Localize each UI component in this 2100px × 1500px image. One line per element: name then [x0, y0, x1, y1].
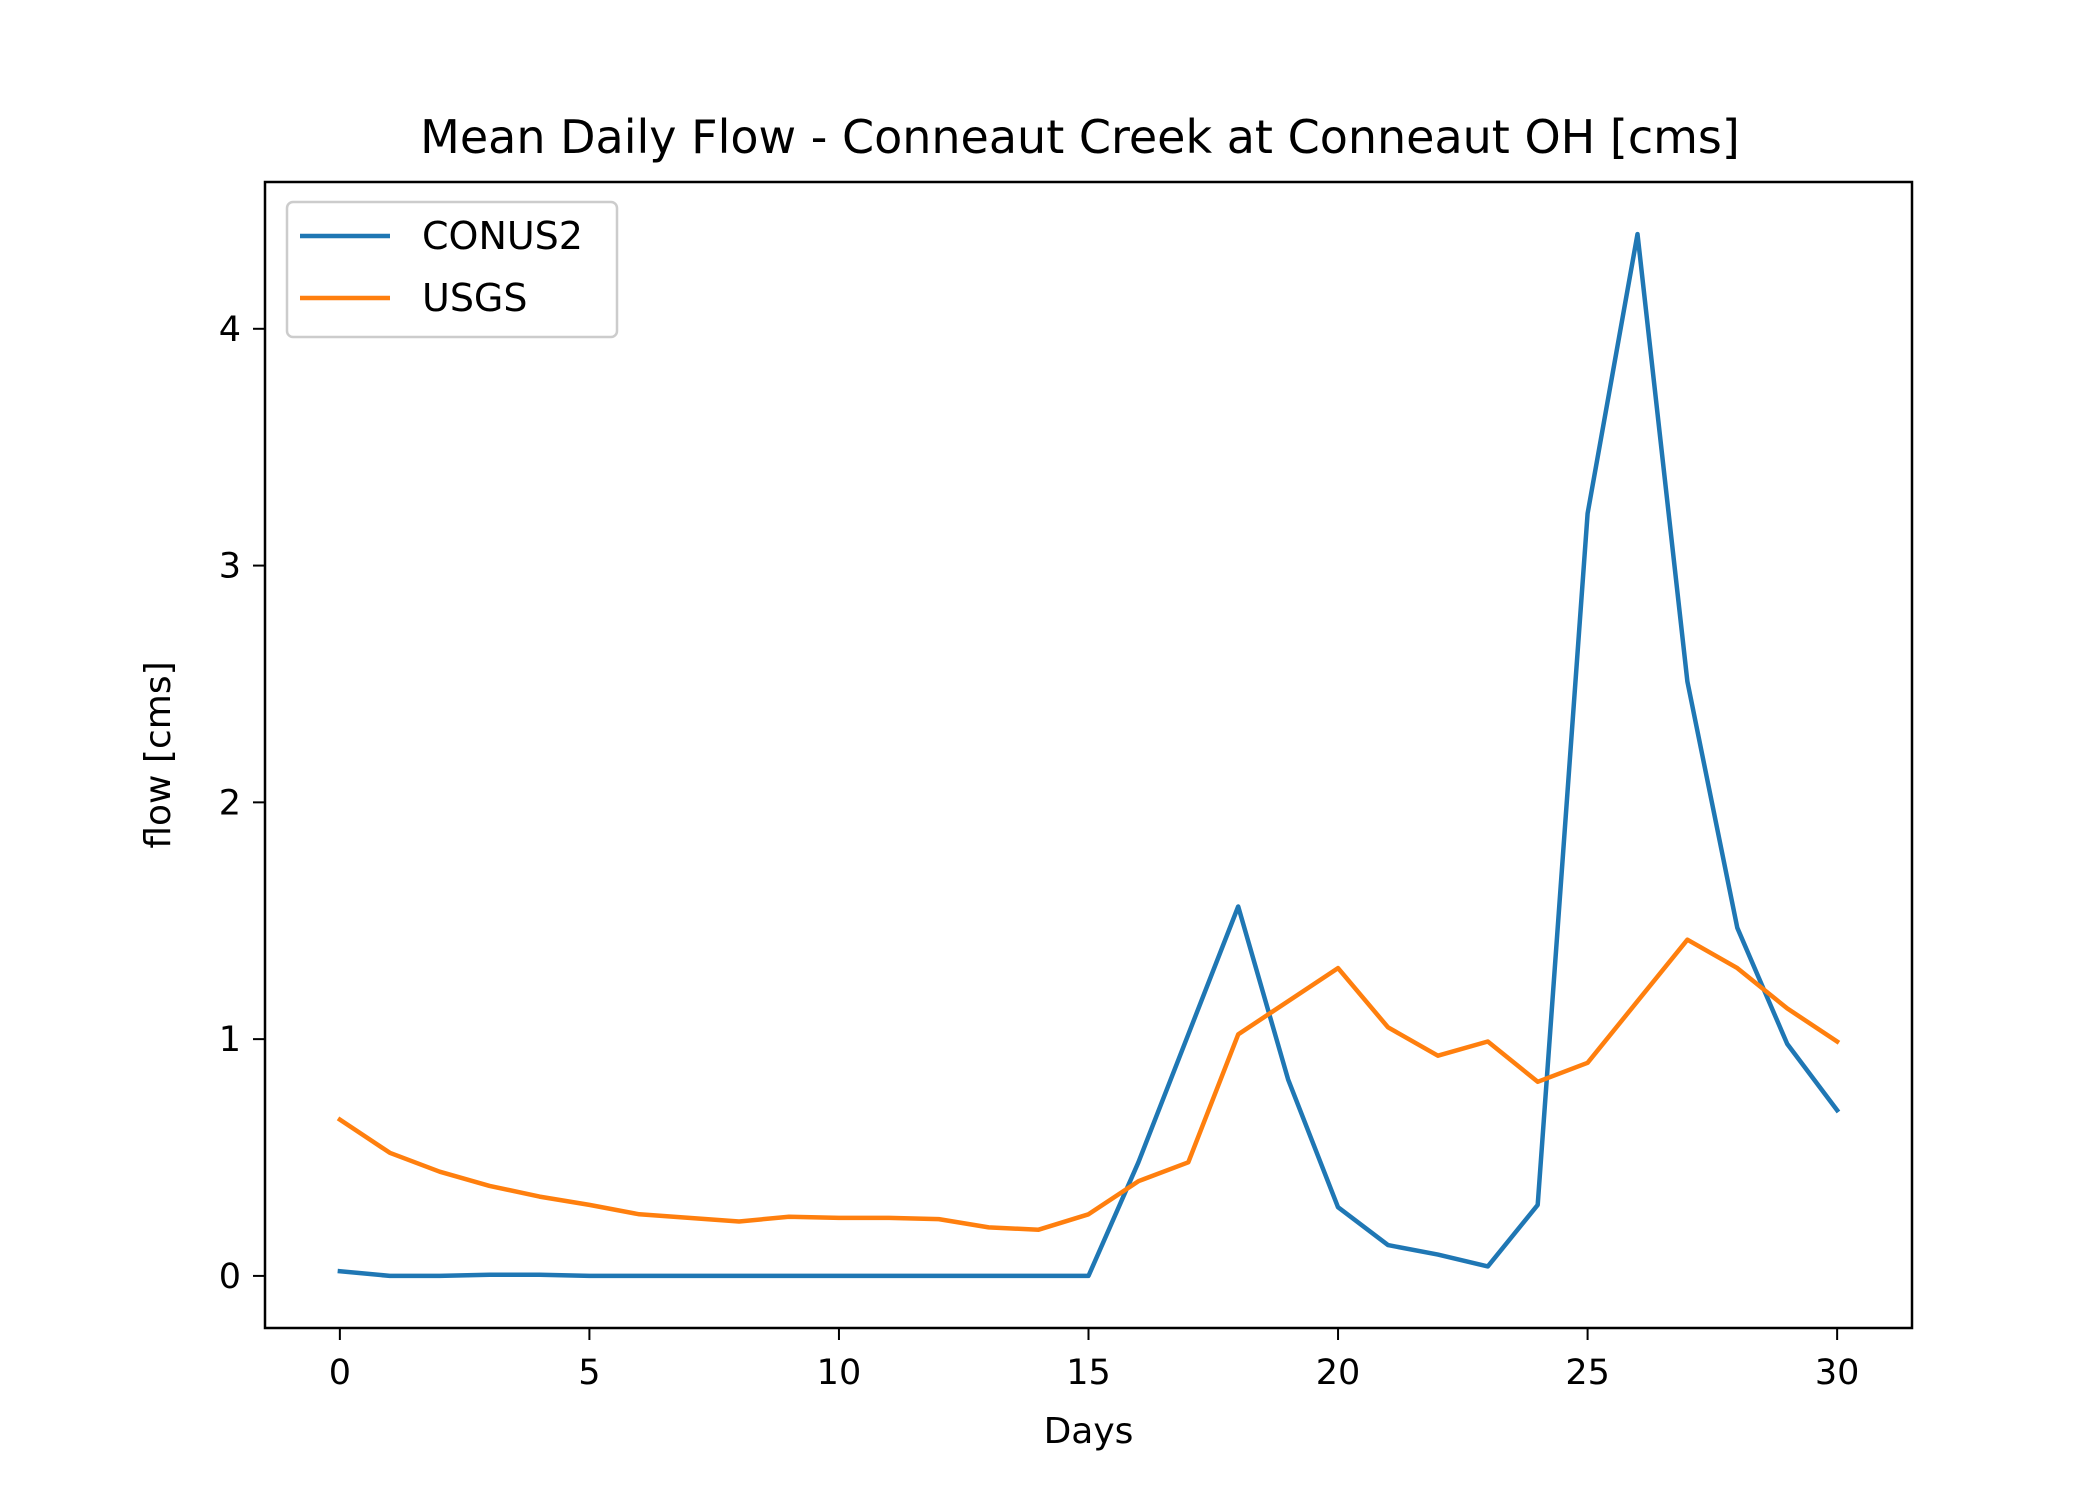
- legend-label-usgs: USGS: [422, 276, 528, 320]
- axis-ticks: 0 5 10 15 20 25 30 0 1 2 3 4: [219, 310, 1860, 1393]
- y-axis-label: flow [cms]: [138, 661, 179, 848]
- series-line-usgs: [336, 937, 1841, 1232]
- y-tick-label: 4: [219, 310, 241, 350]
- x-tick-label: 20: [1316, 1353, 1361, 1393]
- x-tick-label: 25: [1565, 1353, 1610, 1393]
- y-tick-label: 1: [219, 1020, 241, 1060]
- legend: CONUS2 USGS: [285, 200, 619, 339]
- x-tick-label: 10: [817, 1353, 862, 1393]
- x-tick-label: 5: [578, 1353, 600, 1393]
- plot-area: [336, 231, 1841, 1279]
- y-tick-label: 2: [219, 783, 241, 823]
- x-tick-label: 0: [329, 1353, 351, 1393]
- x-tick-label: 15: [1066, 1353, 1111, 1393]
- x-tick-label: 30: [1815, 1353, 1860, 1393]
- x-axis-label: Days: [1044, 1411, 1134, 1452]
- series-line-conus2: [337, 231, 1841, 1279]
- plot-frame: [263, 180, 1914, 1330]
- y-tick-label: 0: [219, 1257, 241, 1297]
- legend-label-conus2: CONUS2: [422, 214, 583, 258]
- chart-title: Mean Daily Flow - Conneaut Creek at Conn…: [420, 110, 1740, 164]
- y-tick-label: 3: [219, 547, 241, 587]
